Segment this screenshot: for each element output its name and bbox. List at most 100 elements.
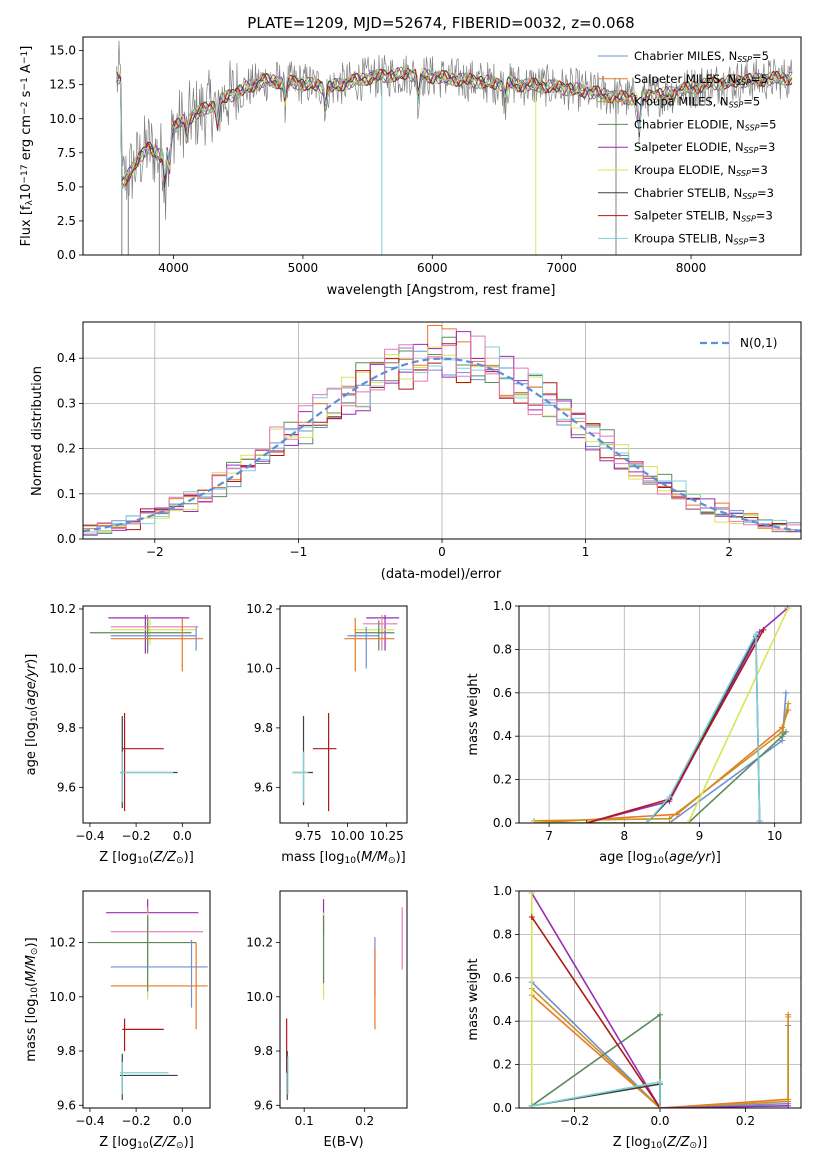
mass-weight-marker [752, 631, 759, 638]
errorbar-point [110, 939, 208, 1008]
mass-weight-marker [760, 626, 767, 633]
axes-mass-weight-vs-Z: −0.2 0.0 0.2 0.0 0.2 0.4 0.6 0.8 1.0 [493, 884, 802, 1128]
mass-weight-line [586, 629, 765, 823]
axes-frame [518, 605, 802, 824]
mass-weight-series [531, 728, 789, 823]
y-tick-label: 0.2 [493, 1058, 512, 1072]
y-tick-label: 10.2 [246, 602, 273, 616]
y-tick-label: 10.2 [49, 936, 76, 950]
plot-area-mass-weight-vs-age [531, 606, 792, 823]
mass-weight-line [534, 692, 787, 823]
y-tick-label: 7.5 [57, 146, 76, 160]
x-tick-label: 10.25 [369, 829, 403, 843]
axes-frame [82, 36, 802, 256]
x-tick-label: 7 [545, 829, 553, 843]
y-tick-label: 10.0 [49, 112, 76, 126]
x-tick-label: 8 [620, 829, 628, 843]
errorbar-point [119, 715, 178, 809]
mass-weight-line [534, 731, 787, 823]
x-tick-label: 0.0 [173, 829, 192, 843]
mass-weight-marker [685, 820, 692, 823]
x-tick-label: 1 [582, 545, 590, 559]
errorbar-point [119, 1061, 169, 1095]
plot-area-mass-weight-vs-Z [528, 891, 792, 1108]
x-tick-label: 2 [725, 545, 733, 559]
y-tick-label: 0.6 [493, 971, 512, 985]
y-tick-label: 0.0 [57, 248, 76, 262]
mass-weight-marker [779, 733, 786, 740]
x-tick-label: 0.2 [355, 1114, 374, 1128]
y-tick-label: 1.0 [493, 884, 512, 898]
legend-entry: Kroupa ELODIE, NSSP=3 [634, 163, 768, 178]
errorbar-point [108, 614, 190, 654]
axes-age-vs-mass: 9.75 10.00 10.25 9.6 9.8 10.0 10.2 [246, 602, 408, 843]
y-tick-label: 0.0 [57, 532, 76, 546]
legend-entry: N(0,1) [740, 336, 777, 350]
y-tick-label: 10.0 [246, 990, 273, 1004]
mass-weight-marker [666, 793, 673, 800]
errorbar-point [110, 626, 197, 651]
mass-weight-line [534, 607, 789, 823]
errorbar-point [110, 942, 208, 1030]
mass-weight-marker [583, 820, 590, 823]
axes-frame [82, 605, 211, 824]
x-tick-label: 4000 [158, 261, 189, 275]
errorbar-point [110, 617, 197, 645]
x-axis-label: age [log10(age/yr)] [599, 850, 721, 866]
y-tick-label: 9.8 [57, 1044, 76, 1058]
y-tick-label: 0.1 [57, 487, 76, 501]
mass-weight-marker [785, 1013, 792, 1020]
mass-weight-line [531, 892, 789, 1108]
normal-distribution-line [83, 357, 801, 533]
y-tick-label: 2.5 [57, 214, 76, 228]
axes-frame [279, 605, 408, 824]
x-tick-label: 0.0 [173, 1114, 192, 1128]
x-tick-label: 10.00 [330, 829, 364, 843]
legend-entry: Salpeter STELIB, NSSP=3 [634, 209, 773, 224]
y-tick-label: 0.2 [57, 442, 76, 456]
errorbar-point [119, 751, 174, 803]
y-axis-label: age [log10(age/yr)] [24, 654, 40, 776]
x-tick-label: −0.2 [560, 1114, 589, 1128]
mass-weight-series [643, 631, 763, 823]
y-tick-label: 0.0 [493, 1101, 512, 1115]
errorbar-point [119, 1053, 178, 1100]
errorbar-point [292, 751, 309, 803]
x-axis-label: mass [log10(M/M⊙)] [281, 850, 405, 866]
y-tick-label: 0.0 [493, 816, 512, 830]
x-tick-label: 8000 [676, 261, 707, 275]
y-tick-label: 0.8 [493, 642, 512, 656]
mass-weight-marker [785, 700, 792, 707]
y-axis-label: Normed distribution [30, 366, 45, 496]
x-tick-label: 7000 [546, 261, 577, 275]
x-tick-label: −2 [146, 545, 164, 559]
errorbar-point [122, 1018, 164, 1052]
y-tick-label: 12.5 [49, 78, 76, 92]
x-tick-label: 0.1 [295, 1114, 314, 1128]
mass-weight-series [531, 606, 792, 823]
errorbar-point [344, 617, 395, 672]
axes-frame [279, 890, 408, 1109]
y-tick-label: 9.8 [57, 721, 76, 735]
axes-frame [82, 890, 211, 1109]
x-tick-label: −0.2 [122, 829, 151, 843]
y-axis-label: Flux [fλ10−17 erg cm−2 s−1 A−1] [19, 46, 35, 247]
mass-weight-series [583, 626, 767, 823]
y-tick-label: 9.8 [254, 1044, 273, 1058]
errorbar-point [347, 626, 379, 669]
y-tick-label: 0.4 [57, 351, 76, 365]
mass-weight-marker [531, 820, 538, 823]
legend-entry: Salpeter MILES, NSSP=5 [634, 72, 768, 87]
plot-area-age-vs-mass [292, 614, 400, 812]
legend-entry: Salpeter ELODIE, NSSP=3 [634, 140, 775, 155]
y-tick-label: 0.4 [493, 729, 512, 743]
x-tick-label: 10 [767, 829, 782, 843]
y-tick-label: 9.6 [57, 780, 76, 794]
errorbar-point [122, 713, 164, 812]
axes-mass-weight-vs-age: 7 8 9 10 0.0 0.2 0.4 0.6 0.8 1.0 [493, 599, 802, 843]
legend-entry: Kroupa MILES, NSSP=5 [634, 95, 760, 110]
y-tick-label: 5.0 [57, 180, 76, 194]
y-tick-label: 9.6 [254, 1098, 273, 1112]
x-axis-label: Z [log10(Z/Z⊙)] [99, 850, 194, 866]
